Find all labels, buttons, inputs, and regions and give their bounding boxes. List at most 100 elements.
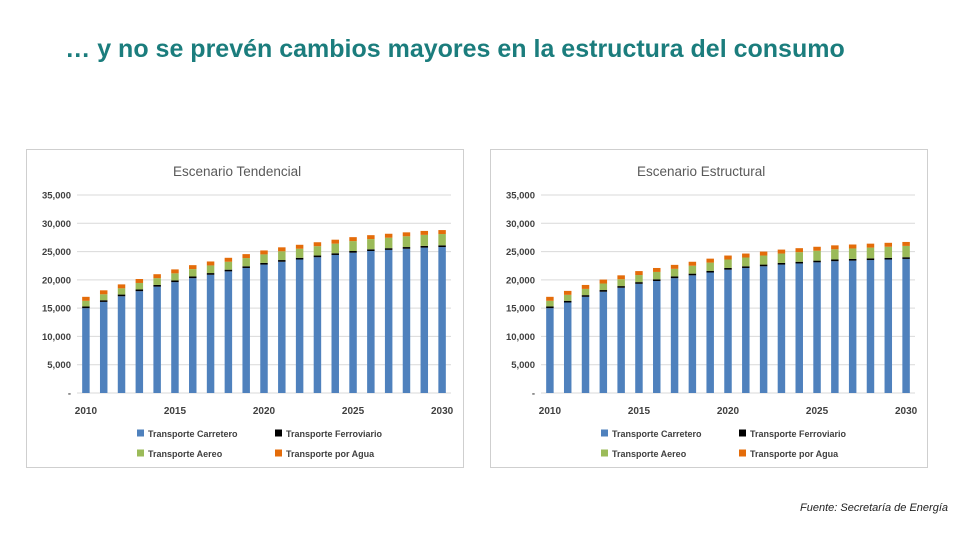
bar-segment <box>82 296 90 301</box>
legend-label: Transporte por Agua <box>286 449 375 459</box>
bar-segment <box>438 234 446 246</box>
bar-segment <box>420 247 429 393</box>
bar-segment <box>242 267 250 393</box>
bar-segment <box>546 308 554 393</box>
bar-segment <box>402 247 411 249</box>
y-tick-label: 20,000 <box>42 275 71 286</box>
bar-segment <box>189 276 197 279</box>
bar-segment <box>902 258 910 393</box>
bar-segment <box>331 243 339 254</box>
bar-segment <box>706 270 714 273</box>
bar-segment <box>848 258 857 261</box>
bar-segment <box>99 300 108 302</box>
bar-segment <box>331 253 339 255</box>
bar-segment <box>848 260 857 393</box>
bar-segment <box>242 254 250 259</box>
bar-segment <box>546 306 554 309</box>
bar-segment <box>777 253 786 263</box>
source-note: Fuente: Secretaría de Energía <box>800 502 948 514</box>
bar-segment <box>563 300 572 303</box>
bar-segment <box>135 289 144 292</box>
bar-segment <box>171 269 179 274</box>
bar-segment <box>260 250 268 255</box>
bar-segment <box>706 258 714 263</box>
bar-segment <box>189 265 197 270</box>
bar-segment <box>349 251 357 253</box>
chart-title: Escenario Estructural <box>637 164 765 179</box>
bar-segment <box>902 257 910 259</box>
bar-segment <box>402 236 411 248</box>
bar-segment <box>884 257 893 260</box>
bar-segment <box>688 265 697 274</box>
y-tick-label: 30,000 <box>506 219 535 230</box>
bar-segment <box>742 257 750 267</box>
bar-segment <box>349 252 357 393</box>
chart-tendencial: Escenario Tendencial - 5,000 10,000 15,000 20… <box>42 164 454 459</box>
bar-segment <box>313 246 322 256</box>
bar-segment <box>581 284 590 289</box>
bar-segment <box>82 300 90 307</box>
bar-segment <box>742 267 750 393</box>
bar-segment <box>653 271 661 280</box>
bar-segment <box>420 230 429 235</box>
legend-swatch <box>275 449 282 457</box>
legend-swatch <box>137 429 144 437</box>
legend-label: Transporte Ferroviario <box>286 429 383 439</box>
bar-segment <box>295 259 304 393</box>
bar-segment <box>599 279 608 284</box>
bar-segment <box>813 260 821 263</box>
bar-segment <box>82 308 90 393</box>
bar-segment <box>82 306 90 309</box>
bar-segment <box>848 248 857 259</box>
bar-segment <box>546 296 554 301</box>
x-tick-label: 2030 <box>431 406 454 417</box>
y-tick-label: 35,000 <box>42 191 71 202</box>
bar-segment <box>795 248 803 253</box>
bar-segment <box>153 286 161 393</box>
y-tick-label: 5,000 <box>511 360 535 371</box>
bar-segment <box>349 241 357 252</box>
bar-segment <box>313 242 322 247</box>
bar-segment <box>902 245 910 258</box>
bar-segment <box>367 251 375 393</box>
bar-segment <box>206 265 215 274</box>
y-tick-label: 5,000 <box>47 360 71 371</box>
legend-swatch <box>739 429 746 437</box>
bar-segment <box>260 264 268 393</box>
x-tick-label: 2010 <box>539 406 562 417</box>
bar-segment <box>438 230 446 235</box>
legend-swatch <box>739 449 746 457</box>
y-tick-label: 30,000 <box>42 219 71 230</box>
bar-segment <box>813 246 821 251</box>
bar-segment <box>153 284 161 287</box>
bar-segment <box>635 271 643 276</box>
legend-swatch <box>601 429 608 437</box>
bar-segment <box>278 261 286 393</box>
bar-segment <box>224 257 233 262</box>
bar-segment <box>171 280 179 283</box>
bar-segment <box>759 264 768 267</box>
bar-segment <box>384 237 393 249</box>
bar-segment <box>670 268 679 277</box>
bar-segment <box>742 266 750 268</box>
bar-segment <box>635 283 643 393</box>
legend-swatch <box>275 429 282 437</box>
bar-segment <box>99 294 108 301</box>
legend-swatch <box>137 449 144 457</box>
x-tick-label: 2025 <box>806 406 829 417</box>
bar-segment <box>117 294 126 297</box>
bar-segment <box>653 280 661 393</box>
legend-label: Transporte Aereo <box>612 449 687 459</box>
legend-swatch <box>601 449 608 457</box>
bar-segment <box>153 278 161 285</box>
bar-segment <box>884 246 893 258</box>
bar-segment <box>635 282 643 284</box>
bar-segment <box>866 260 875 393</box>
bar-segment <box>706 262 714 271</box>
bar-segment <box>242 266 250 268</box>
bar-segment <box>653 279 661 281</box>
bar-segment <box>795 261 803 264</box>
bar-segment <box>438 247 446 393</box>
bar-segment <box>117 284 126 289</box>
bar-segment <box>884 242 893 247</box>
